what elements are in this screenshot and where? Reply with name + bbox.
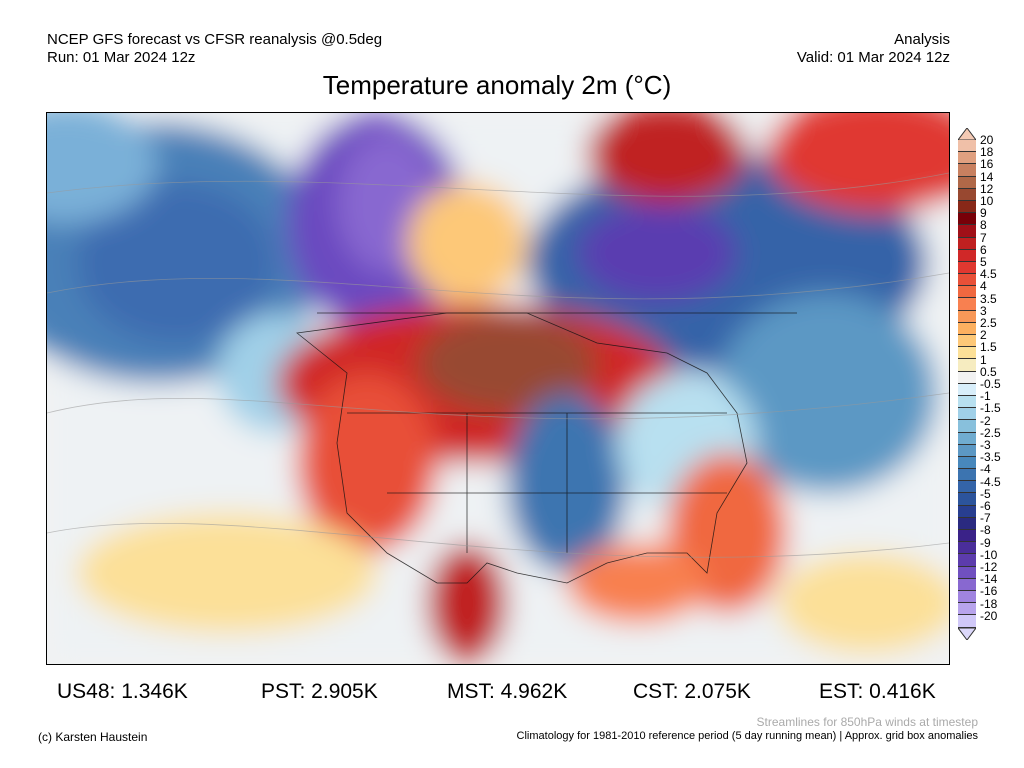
colorbar-label: -3.5 bbox=[980, 450, 1001, 465]
colorbar-label: -20 bbox=[980, 608, 998, 623]
colorbar-band bbox=[958, 395, 976, 409]
colorbar-bottom-arrow bbox=[958, 627, 976, 640]
colorbar-label: -6 bbox=[980, 499, 991, 513]
colorbar-label: 20 bbox=[980, 133, 994, 147]
colorbar-band bbox=[958, 615, 976, 628]
stat-us48: US48: 1.346K bbox=[57, 680, 188, 703]
colorbar-label: -1 bbox=[980, 389, 991, 404]
colorbar-label: 2.5 bbox=[980, 316, 997, 330]
colorbar-label: 3 bbox=[980, 303, 987, 318]
colorbar-band bbox=[958, 371, 976, 384]
model-title: NCEP GFS forecast vs CFSR reanalysis @0.… bbox=[47, 31, 383, 48]
colorbar-label: 6 bbox=[980, 242, 987, 257]
colorbar-band bbox=[958, 200, 976, 214]
colorbar-band bbox=[958, 420, 976, 433]
colorbar-band bbox=[958, 481, 976, 494]
colorbar-label: -3 bbox=[980, 438, 991, 452]
colorbar-band bbox=[958, 505, 976, 518]
colorbar-band bbox=[958, 335, 976, 348]
run-time: Run: 01 Mar 2024 12z bbox=[47, 49, 196, 66]
colorbar-band bbox=[958, 578, 976, 591]
colorbar-band bbox=[958, 310, 976, 323]
stat-pst: PST: 2.905K bbox=[261, 680, 378, 703]
colorbar-label: 2 bbox=[980, 328, 987, 343]
colorbar-band bbox=[958, 274, 976, 287]
colorbar-label: 10 bbox=[980, 194, 994, 208]
colorbar-label: -1.5 bbox=[980, 401, 1001, 416]
colorbar-band bbox=[958, 554, 976, 567]
colorbar-band bbox=[958, 542, 976, 555]
colorbar-band bbox=[958, 408, 976, 421]
colorbar-label: -2 bbox=[980, 413, 991, 428]
colorbar-band bbox=[958, 456, 976, 470]
colorbar-label: 3.5 bbox=[980, 291, 997, 306]
colorbar-band bbox=[958, 298, 976, 311]
colorbar-band bbox=[958, 225, 976, 238]
credit: (c) Karsten Haustein bbox=[38, 730, 148, 744]
colorbar-band bbox=[958, 140, 976, 153]
colorbar-band bbox=[958, 347, 976, 360]
colorbar-label: 4 bbox=[980, 279, 987, 294]
colorbar-label: -8 bbox=[980, 523, 991, 538]
colorbar-label: 16 bbox=[980, 157, 994, 172]
colorbar-label: -9 bbox=[980, 535, 991, 550]
colorbar-band bbox=[958, 237, 976, 250]
colorbar-band bbox=[958, 530, 976, 543]
page-title: Temperature anomaly 2m (°C) bbox=[322, 70, 672, 100]
colorbar-band bbox=[958, 493, 976, 506]
stat-cst: CST: 2.075K bbox=[633, 680, 751, 703]
climatology-note: Climatology for 1981-2010 reference peri… bbox=[516, 730, 978, 742]
colorbar-label: 0.5 bbox=[980, 364, 997, 379]
stat-mst: MST: 4.962K bbox=[447, 680, 568, 703]
colorbar-band bbox=[958, 164, 976, 177]
anomaly-map bbox=[46, 112, 950, 665]
colorbar-band bbox=[958, 590, 976, 604]
colorbar-label: 1 bbox=[980, 352, 987, 367]
colorbar-label: -10 bbox=[980, 547, 998, 562]
colorbar-label: -0.5 bbox=[980, 377, 1001, 391]
colorbar-label: -2.5 bbox=[980, 425, 1001, 440]
colorbar-top-arrow bbox=[958, 128, 976, 140]
colorbar-label: -16 bbox=[980, 584, 998, 599]
colorbar-band bbox=[958, 152, 976, 165]
colorbar-label: 9 bbox=[980, 206, 987, 221]
colorbar-band bbox=[958, 176, 976, 189]
colorbar-label: -4.5 bbox=[980, 474, 1001, 489]
colorbar: 20 18 16 14 12 10 9 8 7 6 5 4.5 4 3.5 3 2.5 2 1.5 1 0.5 -0.5… bbox=[958, 128, 1001, 640]
colorbar-label: -18 bbox=[980, 596, 998, 611]
colorbar-band bbox=[958, 188, 976, 201]
colorbar-band bbox=[958, 383, 976, 396]
colorbar-label: -7 bbox=[980, 511, 991, 526]
colorbar-band bbox=[958, 432, 976, 445]
colorbar-label: -4 bbox=[980, 462, 991, 477]
colorbar-band bbox=[958, 286, 976, 299]
colorbar-band bbox=[958, 517, 976, 530]
colorbar-band bbox=[958, 322, 976, 335]
analysis-label: Analysis bbox=[894, 31, 950, 48]
colorbar-band bbox=[958, 359, 976, 372]
colorbar-label: -12 bbox=[980, 560, 998, 574]
colorbar-label: 8 bbox=[980, 218, 987, 233]
colorbar-band bbox=[958, 249, 976, 262]
colorbar-label: 18 bbox=[980, 145, 994, 160]
valid-time: Valid: 01 Mar 2024 12z bbox=[796, 49, 950, 66]
colorbar-label: -5 bbox=[980, 486, 991, 501]
colorbar-label: 14 bbox=[980, 169, 994, 184]
colorbar-band bbox=[958, 566, 976, 579]
colorbar-band bbox=[958, 603, 976, 616]
colorbar-band bbox=[958, 444, 976, 457]
colorbar-label: 4.5 bbox=[980, 267, 997, 282]
colorbar-label: -14 bbox=[980, 572, 998, 587]
colorbar-label: 5 bbox=[980, 255, 987, 269]
stat-est: EST: 0.416K bbox=[819, 680, 936, 703]
streamlines-note: Streamlines for 850hPa winds at timestep bbox=[756, 715, 978, 729]
colorbar-label: 1.5 bbox=[980, 340, 997, 355]
colorbar-band bbox=[958, 213, 976, 226]
colorbar-band bbox=[958, 469, 976, 482]
colorbar-label: 12 bbox=[980, 181, 994, 196]
colorbar-band bbox=[958, 261, 976, 275]
colorbar-label: 7 bbox=[980, 230, 987, 245]
